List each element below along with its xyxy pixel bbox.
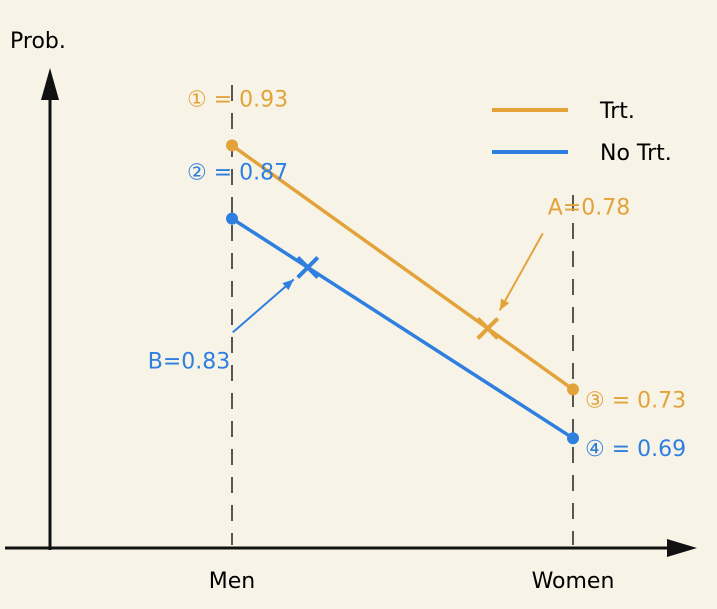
x-axis-arrow — [667, 539, 697, 557]
value-label: ① = 0.93 — [187, 87, 288, 112]
legend-label: No Trt. — [600, 141, 672, 166]
series-line — [231, 217, 574, 440]
annotation-label: A=0.78 — [548, 195, 630, 220]
annotation-cross — [296, 255, 320, 279]
annotation-arrowhead — [499, 298, 510, 311]
cross-stroke — [476, 316, 500, 340]
x-tick-label: Men — [209, 569, 255, 594]
value-label: ④ = 0.69 — [585, 437, 686, 462]
annotation-label: B=0.83 — [148, 349, 231, 374]
annotation-arrow — [498, 232, 544, 311]
annotation-arrow — [232, 278, 295, 334]
y-axis-arrow — [41, 68, 59, 100]
data-point — [226, 212, 238, 225]
x-tick-label: Women — [532, 569, 615, 594]
cross-stroke — [296, 255, 320, 279]
data-point — [567, 432, 579, 445]
series-line — [230, 143, 575, 391]
value-label: ③ = 0.73 — [585, 388, 686, 413]
annotation-cross — [476, 316, 500, 340]
legend-label: Trt. — [599, 99, 635, 124]
annotation-arrowhead — [282, 279, 294, 291]
data-point — [567, 383, 579, 396]
data-point — [226, 139, 238, 152]
value-label: ② = 0.87 — [187, 161, 288, 186]
y-axis-label: Prob. — [10, 29, 66, 54]
